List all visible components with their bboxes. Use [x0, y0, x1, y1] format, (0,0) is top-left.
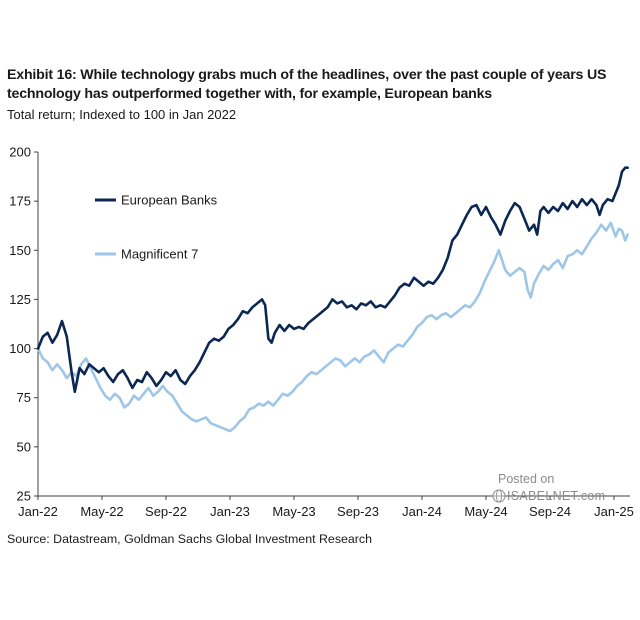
series-line-magnificent-7 — [36, 221, 629, 433]
x-tick-label: Sep-24 — [529, 504, 571, 519]
legend-label-magnificent-7: Magnificent 7 — [121, 247, 198, 262]
y-tick-label: 175 — [9, 194, 31, 209]
legend-label-european-banks: European Banks — [121, 193, 218, 208]
chart-source: Source: Datastream, Goldman Sachs Global… — [7, 532, 373, 546]
y-tick-label: 125 — [9, 292, 31, 307]
globe-icon — [492, 489, 506, 503]
y-tick-label: 150 — [9, 243, 31, 258]
chart-title: Exhibit 16: While technology grabs much … — [7, 67, 607, 102]
chart-legend: European Banks Magnificent 7 — [95, 193, 218, 262]
series-line-european-banks — [36, 166, 629, 394]
series-layer — [36, 166, 629, 433]
y-tick-label: 200 — [9, 145, 31, 160]
x-tick-label: May-24 — [464, 504, 507, 519]
watermark-posted-on: Posted on — [498, 472, 555, 486]
x-tick-label: Jan-22 — [18, 504, 58, 519]
y-tick-label: 25 — [17, 489, 31, 504]
y-tick-label: 100 — [9, 341, 31, 356]
x-tick-label: Sep-22 — [145, 504, 187, 519]
chart-subtitle: Total return; Indexed to 100 in Jan 2022 — [7, 107, 237, 122]
x-tick-label: May-22 — [80, 504, 123, 519]
watermark-site[interactable]: ISABELNET.com — [507, 489, 606, 503]
x-tick-label: Jan-24 — [402, 504, 442, 519]
x-tick-label: Jan-25 — [594, 504, 634, 519]
y-tick-label: 75 — [17, 390, 31, 405]
x-tick-label: Sep-23 — [337, 504, 379, 519]
y-tick-label: 50 — [17, 439, 31, 454]
x-tick-label: Jan-23 — [210, 504, 250, 519]
chart-axes: 25 50 75 100 125 150 175 200 Jan-22 May-22 Sep-22 J… — [9, 145, 634, 520]
x-tick-label: May-23 — [272, 504, 315, 519]
